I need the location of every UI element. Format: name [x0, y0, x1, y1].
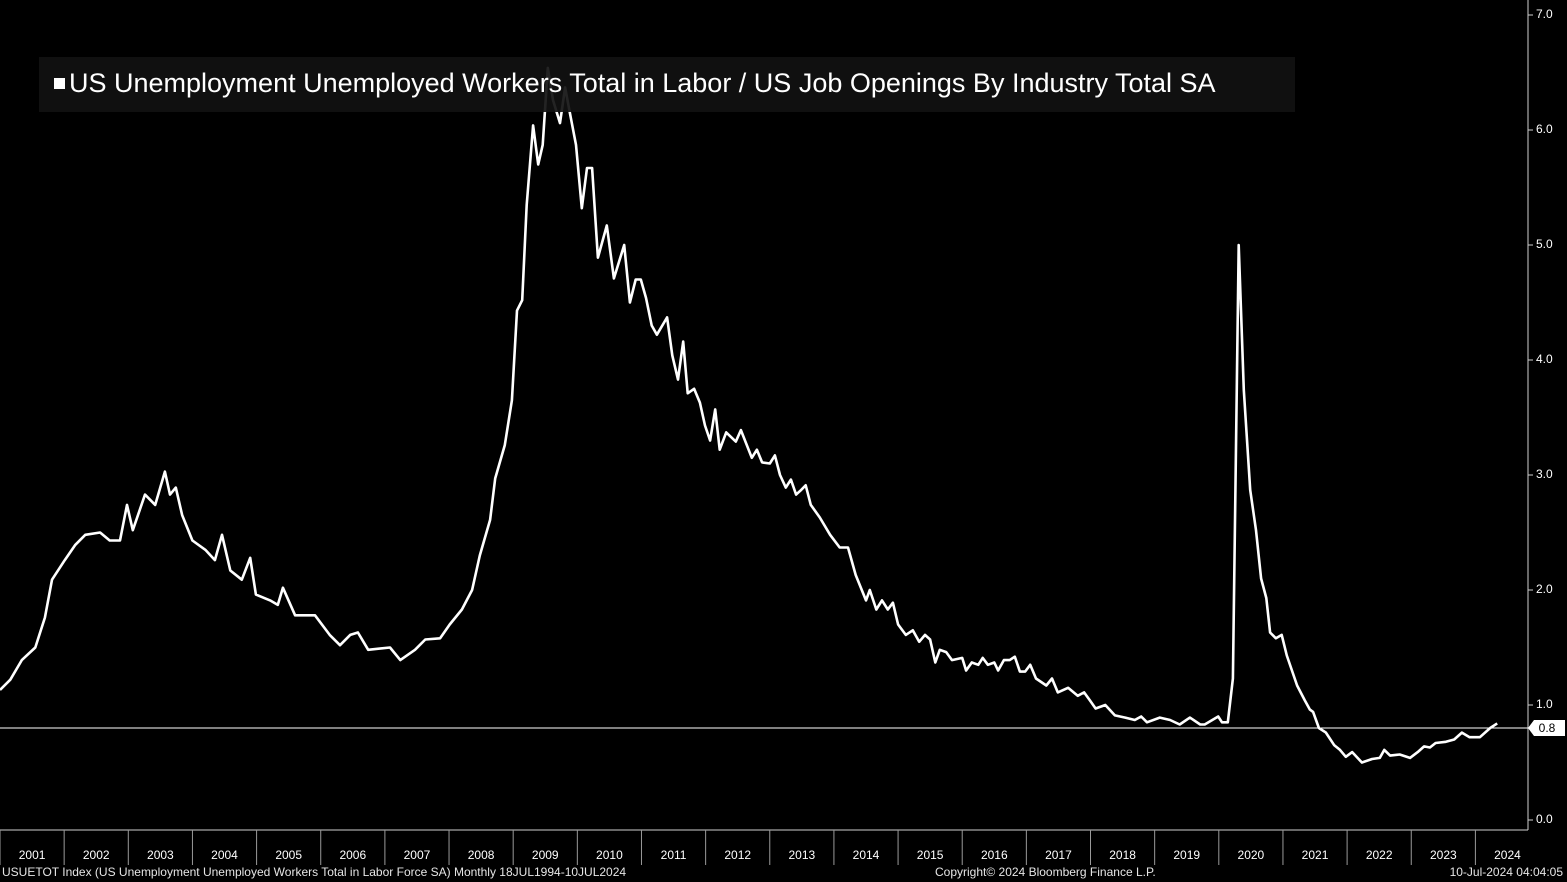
y-tick-label: 0.0	[1536, 812, 1553, 826]
x-tick-label: 2006	[339, 848, 366, 862]
x-tick-label: 2003	[147, 848, 174, 862]
y-tick-label: 4.0	[1536, 352, 1553, 366]
last-value-label: 0.8	[1539, 721, 1556, 735]
x-tick-label: 2004	[211, 848, 238, 862]
y-tick-label: 5.0	[1536, 237, 1553, 251]
x-tick-label: 2007	[404, 848, 431, 862]
x-tick-label: 2013	[788, 848, 815, 862]
x-tick-label: 2021	[1302, 848, 1329, 862]
x-tick-label: 2014	[853, 848, 880, 862]
y-tick-label: 6.0	[1536, 122, 1553, 136]
legend-label: US Unemployment Unemployed Workers Total…	[69, 68, 1216, 98]
x-tick-label: 2009	[532, 848, 559, 862]
last-value-tag	[1528, 720, 1565, 736]
x-tick-label: 2020	[1238, 848, 1265, 862]
legend-swatch	[54, 78, 65, 89]
x-tick-label: 2011	[661, 848, 687, 862]
footer-source: USUETOT Index (US Unemployment Unemploye…	[2, 865, 626, 879]
y-tick-label: 1.0	[1536, 697, 1553, 711]
x-tick-label: 2016	[981, 848, 1008, 862]
x-tick-label: 2017	[1045, 848, 1072, 862]
x-tick-label: 2001	[19, 848, 46, 862]
x-tick-label: 2023	[1430, 848, 1457, 862]
legend-box	[39, 57, 1295, 112]
y-tick-label: 3.0	[1536, 467, 1553, 481]
y-tick-label: 2.0	[1536, 582, 1553, 596]
footer-timestamp: 10-Jul-2024 04:04:05	[1450, 865, 1564, 879]
x-tick-label: 2012	[724, 848, 751, 862]
x-tick-label: 2005	[275, 848, 302, 862]
x-tick-label: 2022	[1366, 848, 1393, 862]
x-tick-label: 2024	[1494, 848, 1521, 862]
x-tick-label: 2008	[468, 848, 495, 862]
x-tick-label: 2002	[83, 848, 110, 862]
y-tick-label: 7.0	[1536, 7, 1553, 21]
x-tick-label: 2010	[596, 848, 623, 862]
footer-copyright: Copyright© 2024 Bloomberg Finance L.P.	[935, 865, 1156, 879]
data-line	[0, 66, 1498, 764]
plot-layer: 0.0 1.0 2.0 3.0 4.0 5.0 6.0 7.0 2001 2002 2003 2004…	[0, 7, 1565, 865]
x-tick-label: 2018	[1109, 848, 1136, 862]
x-tick-label: 2019	[1173, 848, 1200, 862]
x-tick-label: 2015	[917, 848, 944, 862]
